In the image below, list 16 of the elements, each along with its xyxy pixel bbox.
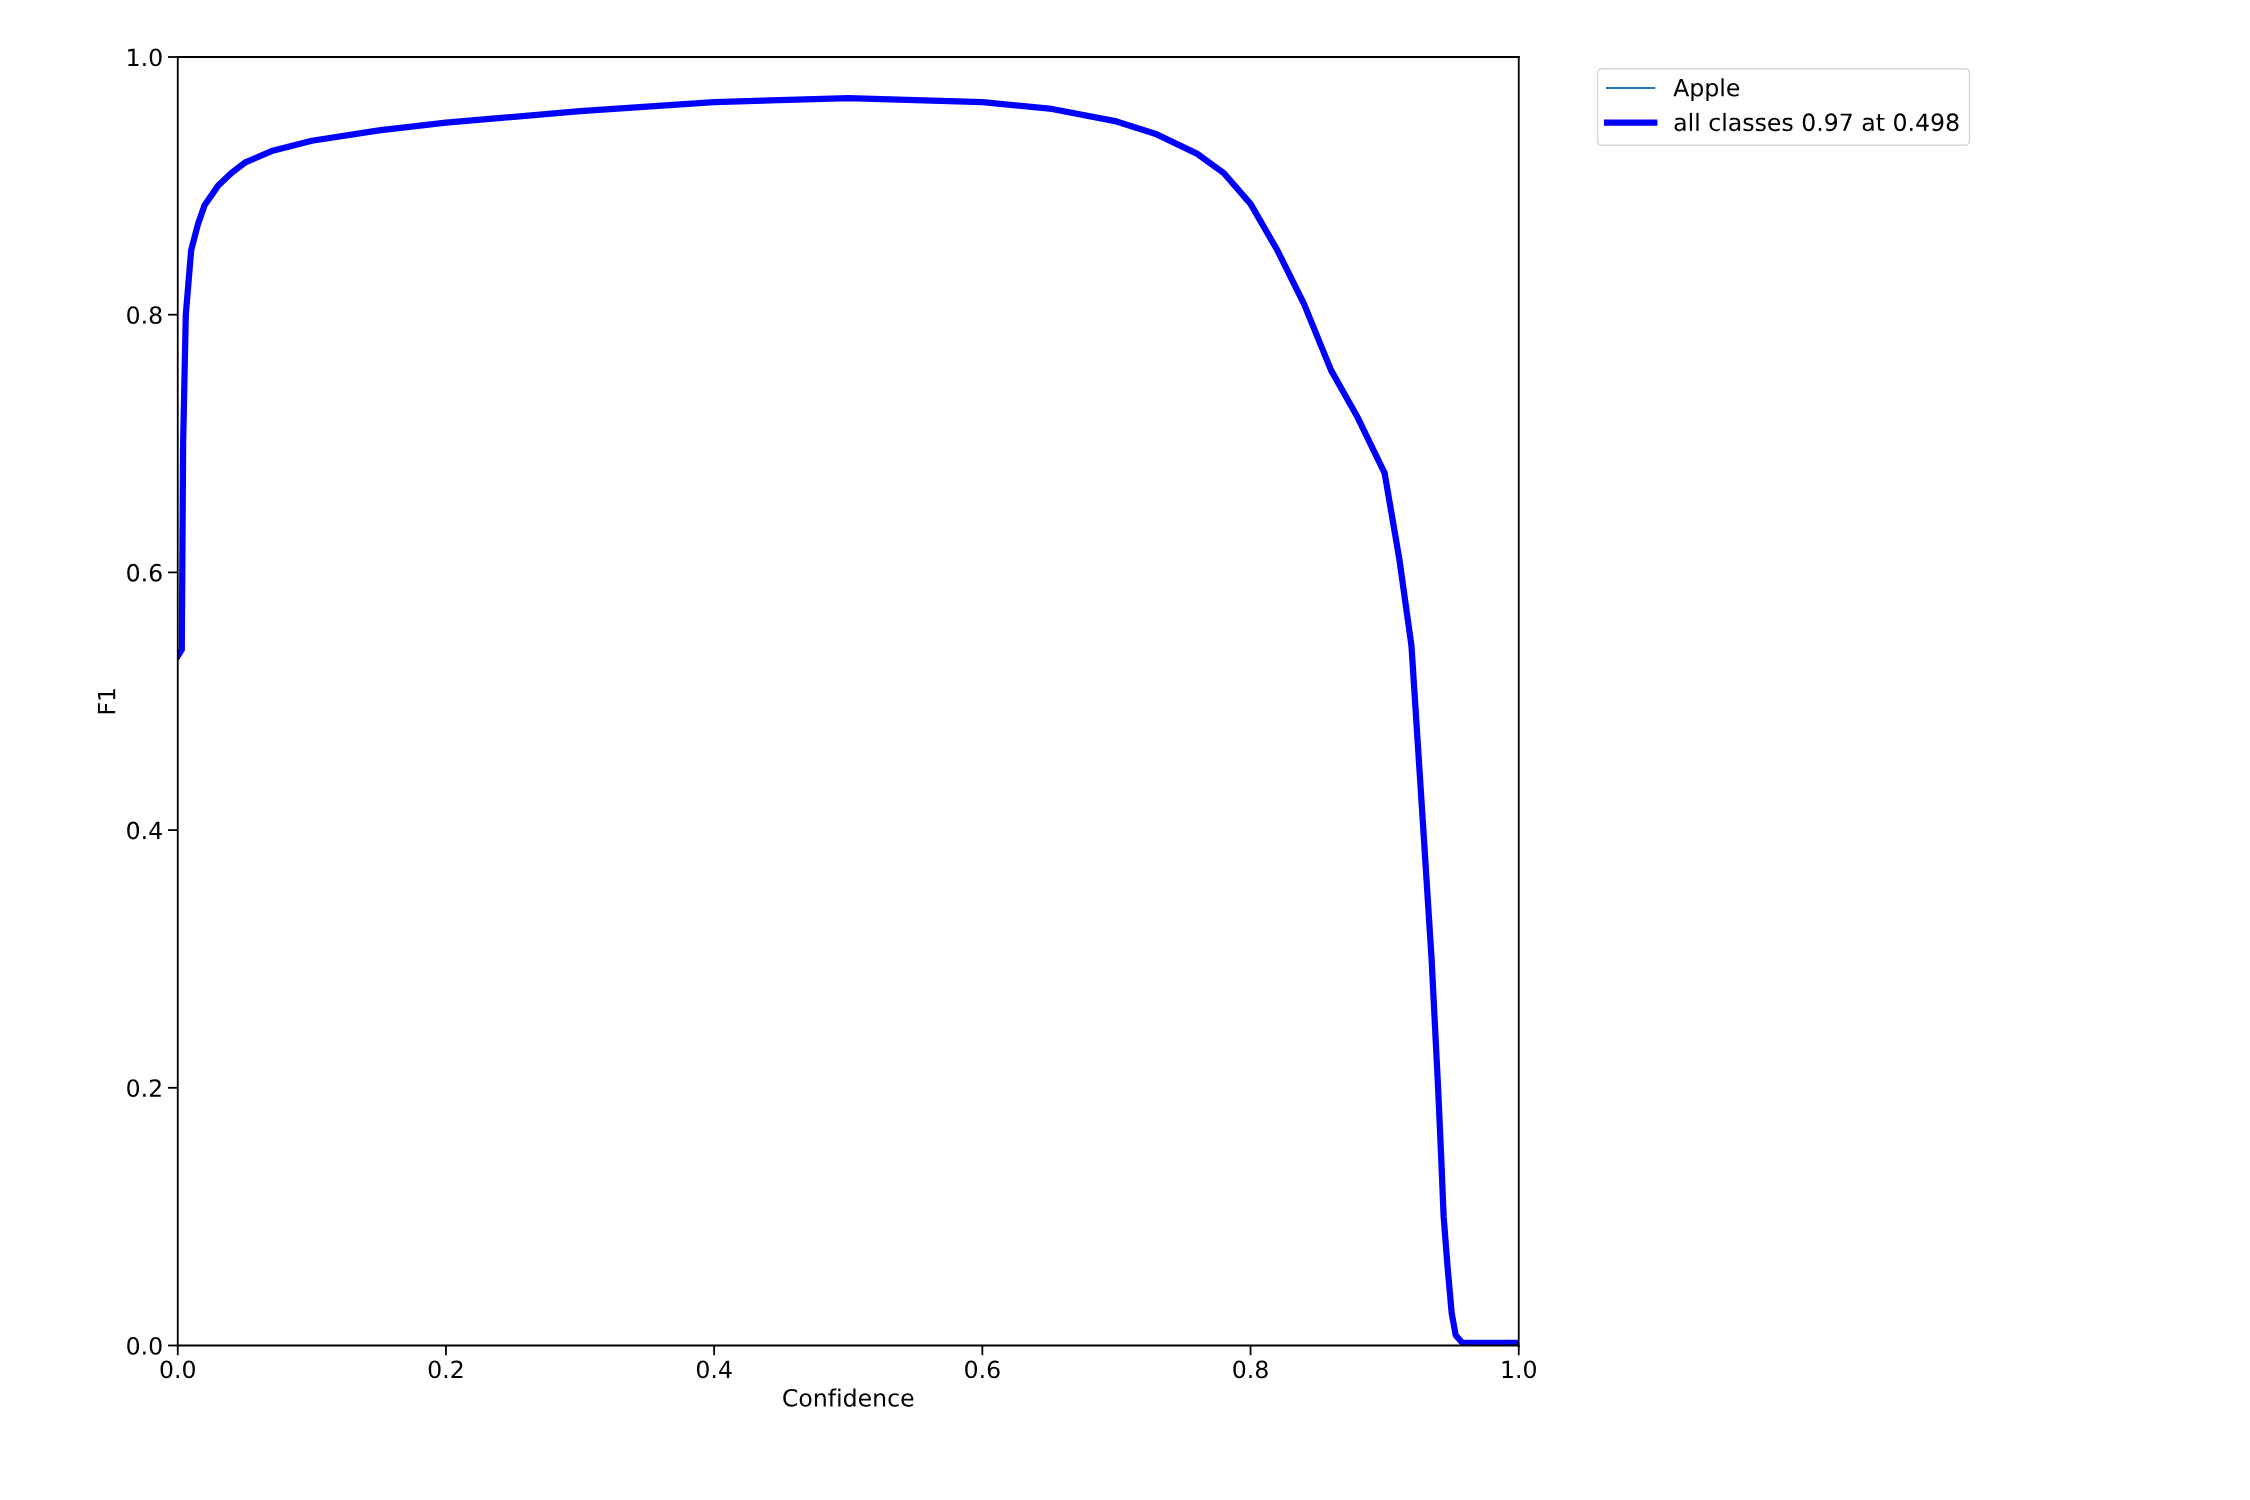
x-tick-label: 0.4 [696, 1360, 732, 1379]
y-tick-label: 0.8 [127, 306, 162, 325]
y-tick-label: 0.0 [127, 1336, 162, 1355]
x-tick-label: 0.0 [160, 1360, 195, 1379]
legend-label: Apple [1673, 78, 1740, 102]
y-tick-label: 0.4 [127, 821, 162, 840]
x-tick-label: 0.8 [1233, 1360, 1268, 1379]
x-tick-label: 1.0 [1502, 1360, 1536, 1379]
x-tick-label: 0.2 [428, 1360, 463, 1379]
x-tick-label: 0.6 [965, 1360, 1000, 1379]
y-tick-label: 0.2 [127, 1079, 161, 1098]
y-tick-label: 1.0 [128, 48, 162, 67]
y-tick-label: 0.6 [127, 563, 162, 582]
x-axis-title: Confidence [783, 1388, 914, 1407]
legend-label: all classes 0.97 at 0.498 [1674, 112, 1959, 132]
y-axis-title: F1 [97, 689, 116, 714]
